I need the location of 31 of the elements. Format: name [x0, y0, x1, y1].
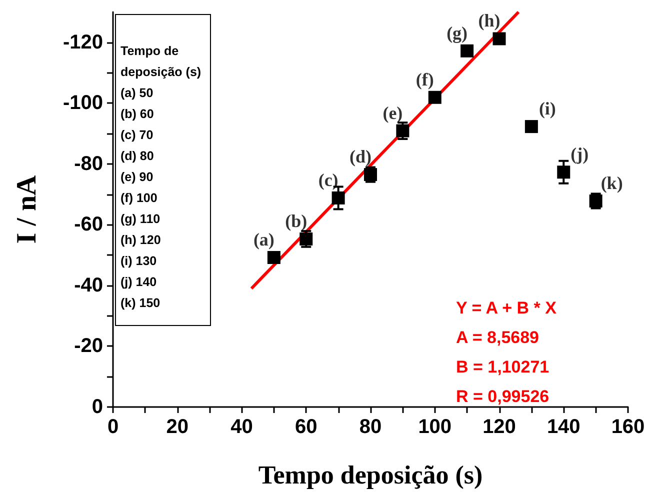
x-tick-label: 160	[611, 416, 645, 438]
annotation: (h)	[478, 10, 500, 31]
x-tick-label: 20	[166, 416, 188, 438]
x-tick-label: 120	[482, 416, 516, 438]
x-tick-label: 0	[107, 416, 119, 438]
annotation: (d)	[350, 146, 372, 167]
annotation: (f)	[416, 69, 434, 90]
x-tick-label: 140	[546, 416, 580, 438]
annotation: (e)	[382, 102, 403, 123]
y-tick-label: -80	[74, 152, 103, 175]
annotation: (g)	[446, 22, 468, 43]
y-tick-label: -120	[62, 31, 103, 54]
y-axis-title: I / nA	[12, 174, 42, 244]
y-tick-label: -60	[74, 214, 103, 236]
annotation: (j)	[570, 144, 589, 164]
x-axis-title: Tempo deposição (s)	[258, 460, 483, 490]
y-tick-label: 0	[92, 396, 103, 418]
x-tick-label: 60	[295, 416, 318, 438]
y-tick-label: -100	[62, 92, 103, 114]
annotation: (a)	[253, 230, 274, 250]
x-tick-label: 40	[230, 416, 253, 438]
x-tick-label: 100	[418, 416, 452, 438]
annotation: (b)	[285, 210, 308, 231]
annotation: Y = A + B * X A = 8,5689 B = 1,10271 R = 0,99526	[456, 298, 558, 406]
annotation: (k)	[600, 172, 623, 193]
annotation: (c)	[318, 170, 338, 190]
annotation: (i)	[538, 98, 556, 119]
text: Tempo de deposição (s) (a) 50 (b) 60 (c) 70 (d) 80 (e) 90 (f) 100 (g) 110 (h) 120 (i) 130 (j) 140 (k) 150	[120, 44, 202, 310]
y-tick-label: -40	[74, 274, 103, 296]
x-tick-label: 80	[359, 416, 382, 438]
y-tick-label: -20	[74, 335, 103, 358]
